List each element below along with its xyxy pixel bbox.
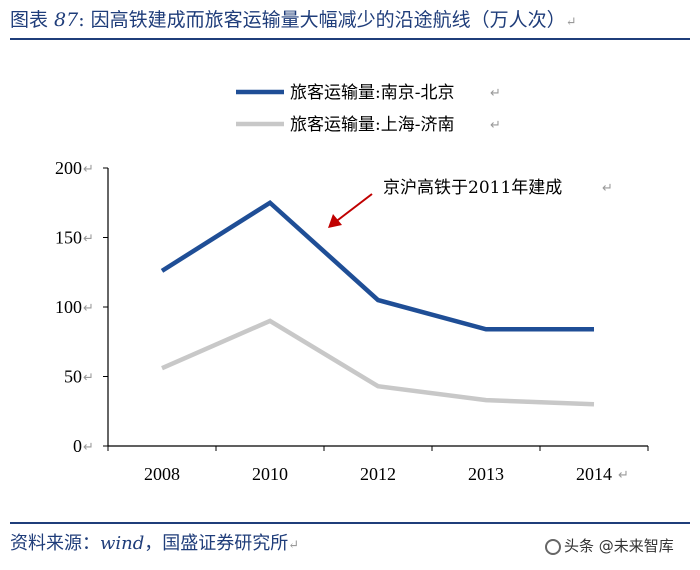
- source-prefix: 资料来源：: [10, 533, 100, 554]
- y-tick-pilcrow: ↵: [83, 371, 94, 386]
- y-tick-pilcrow: ↵: [83, 301, 94, 316]
- title-pilcrow: ↵: [565, 15, 577, 30]
- x-tick-label: 2012: [360, 464, 396, 484]
- series-line: [161, 318, 595, 407]
- annotation-label: 京沪高铁于2011年建成: [383, 178, 562, 198]
- source-wind: wind: [100, 533, 145, 554]
- chart-series: [160, 199, 595, 407]
- legend-label: 旅客运输量:南京-北京: [290, 83, 454, 103]
- y-tick-pilcrow: ↵: [83, 232, 94, 247]
- legend-pilcrow: ↵: [490, 86, 501, 101]
- x-tick-label: 2010: [252, 464, 288, 484]
- watermark: 头条 @未来智库: [545, 532, 674, 560]
- watermark-logo-icon: [545, 538, 561, 555]
- y-tick-pilcrow: ↵: [83, 440, 94, 455]
- figure-title-text: : 因高铁建成而旅客运输量大幅减少的沿途航线（万人次）: [78, 9, 566, 31]
- chart-annotation: 京沪高铁于2011年建成 ↵: [328, 178, 613, 228]
- chart-axes: 0 ↵50 ↵100 ↵150 ↵200 ↵2008 2010 2012 2013 2014 ↵: [55, 158, 649, 484]
- y-tick-label: 100: [55, 297, 82, 317]
- source-note: 资料来源：wind，国盛证券研究所↵: [10, 528, 299, 560]
- annotation-pilcrow: ↵: [602, 181, 613, 196]
- x-tick-label: 2008: [144, 464, 180, 484]
- series-line: [160, 199, 594, 332]
- annotation-arrow-head: [328, 214, 342, 228]
- watermark-text: 头条 @未来智库: [564, 537, 674, 555]
- y-tick-label: 50: [64, 367, 82, 387]
- x-tick-pilcrow: ↵: [618, 468, 629, 483]
- y-tick-label: 150: [55, 228, 82, 248]
- figure-number: 87: [54, 9, 79, 31]
- title-divider: [10, 38, 690, 40]
- legend-pilcrow: ↵: [490, 118, 501, 133]
- y-tick-label: 200: [55, 158, 82, 178]
- chart-legend: 旅客运输量:南京-北京 ↵ 旅客运输量:上海-济南 ↵: [236, 83, 501, 135]
- source-suffix: ，国盛证券研究所: [144, 533, 289, 554]
- source-divider: [10, 522, 690, 524]
- x-tick-label: 2013: [468, 464, 504, 484]
- figure-label: 图表: [10, 9, 55, 31]
- y-tick-pilcrow: ↵: [83, 162, 94, 177]
- annotation-arrow-shaft: [333, 193, 373, 224]
- legend-label: 旅客运输量:上海-济南: [290, 115, 454, 135]
- y-tick-label: 0: [73, 436, 82, 456]
- figure-title: 图表 87: 因高铁建成而旅客运输量大幅减少的沿途航线（万人次）↵: [10, 6, 700, 34]
- line-chart: 0 ↵50 ↵100 ↵150 ↵200 ↵2008 2010 2012 2013 2014 ↵ 旅…: [55, 83, 649, 484]
- x-tick-label: 2014: [576, 464, 612, 484]
- source-pilcrow: ↵: [288, 538, 300, 553]
